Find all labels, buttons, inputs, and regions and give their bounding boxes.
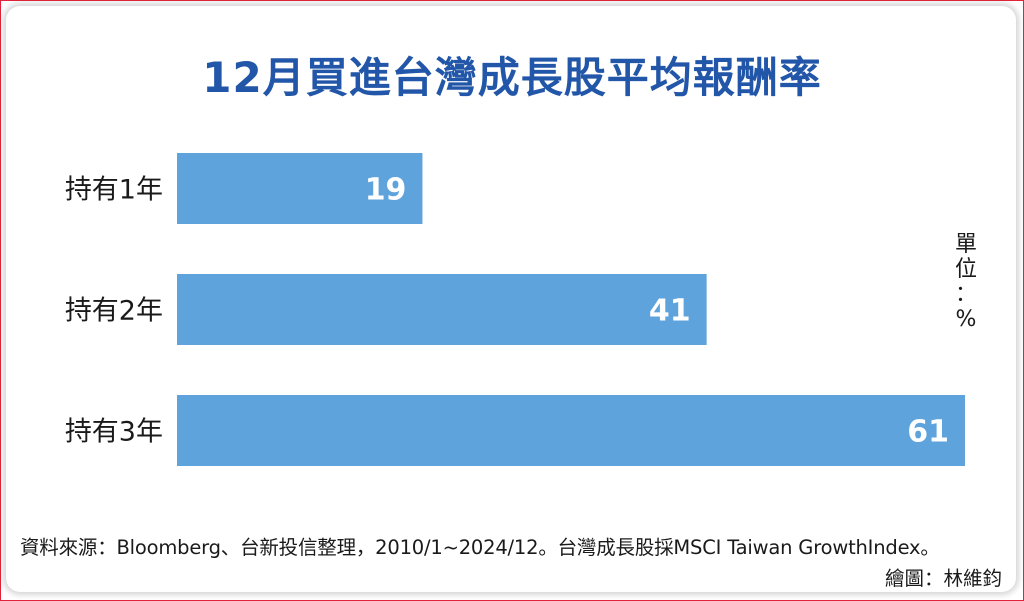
- chart-title: 12月買進台灣成長股平均報酬率: [202, 53, 822, 102]
- category-label-2: 持有2年: [65, 296, 163, 327]
- unit-char-1: 單: [954, 232, 977, 257]
- source-note: 資料來源：Bloomberg、台新投信整理，2010/1~2024/12。台灣成…: [20, 536, 940, 559]
- bar-3: [177, 395, 965, 466]
- bar-1: [177, 153, 423, 224]
- value-label-3: 61: [907, 415, 949, 450]
- graphic-credit: 繪圖：林維鈞: [884, 567, 1002, 590]
- value-label-1: 19: [365, 173, 407, 208]
- unit-label: 單 位 ： %: [948, 232, 984, 332]
- category-label-1: 持有1年: [65, 175, 163, 206]
- category-label-3: 持有3年: [65, 417, 163, 448]
- bar-2: [177, 274, 707, 345]
- value-label-2: 41: [649, 294, 691, 329]
- unit-char-4: %: [955, 307, 977, 332]
- unit-char-2: 位: [954, 257, 977, 282]
- unit-char-3: ：: [954, 282, 977, 307]
